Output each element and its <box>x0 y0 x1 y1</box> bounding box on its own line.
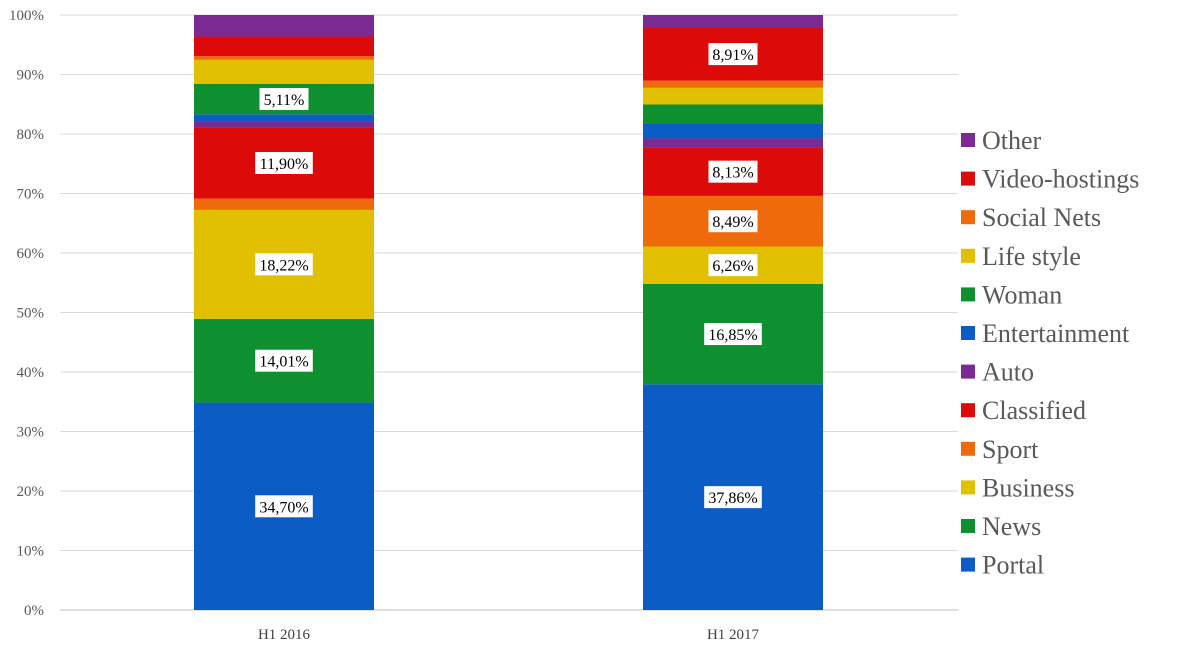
data-label-bg <box>259 88 309 111</box>
data-label: 14,01% <box>259 354 308 371</box>
data-label-bg <box>708 160 758 183</box>
x-tick-label: H1 2016 <box>258 627 311 643</box>
bar-segment <box>643 123 823 139</box>
data-label-bg <box>704 486 762 509</box>
data-label-bg <box>708 210 758 233</box>
y-tick-label: 100% <box>9 8 44 24</box>
legend-label: Social Nets <box>982 203 1101 232</box>
y-tick-label: 30% <box>17 425 45 441</box>
legend-swatch <box>961 441 975 456</box>
y-axis-ticks: 0% 10% 20% 30% 40% 50% 60% 70% 80% 90% 100% <box>9 8 44 619</box>
bar-segment <box>643 104 823 124</box>
bar-segment <box>643 87 823 105</box>
legend-label: Life style <box>982 242 1081 271</box>
data-label-bg <box>708 254 758 277</box>
data-label: 34,70% <box>259 499 308 516</box>
y-tick-label: 60% <box>17 246 45 262</box>
data-label-bg <box>708 43 758 66</box>
legend-swatch <box>961 480 975 495</box>
legend-label: News <box>982 512 1041 541</box>
y-tick-label: 10% <box>17 544 45 560</box>
legend-label: Portal <box>982 551 1044 580</box>
y-tick-label: 20% <box>17 484 45 500</box>
legend-label: Classified <box>982 396 1086 425</box>
legend-swatch <box>961 210 975 225</box>
data-label: 8,49% <box>712 214 753 231</box>
data-label: 5,11% <box>264 92 305 109</box>
data-label: 16,85% <box>708 327 757 344</box>
data-label: 11,90% <box>260 156 309 173</box>
legend-swatch <box>961 403 975 418</box>
y-tick-label: 80% <box>17 127 45 143</box>
data-labels-layer: 34,70% 14,01% 18,22% 11,90% 5,11% 37,86% 16,85… <box>255 43 762 518</box>
bar-segment <box>194 121 374 128</box>
legend-swatch <box>961 557 975 572</box>
legend-label: Video-hostings <box>982 165 1139 194</box>
legend-label: Other <box>982 126 1042 155</box>
legend-swatch <box>961 364 975 379</box>
legend-swatch <box>961 171 975 186</box>
data-label: 18,22% <box>259 257 308 274</box>
legend-swatch <box>961 248 975 263</box>
data-label: 8,91% <box>712 47 753 64</box>
bar-segment <box>194 15 374 37</box>
data-label-bg <box>255 253 313 276</box>
y-tick-label: 90% <box>17 68 45 84</box>
x-axis-ticks: H1 2016 H1 2017 <box>258 627 760 643</box>
legend-swatch <box>961 133 975 147</box>
bar-segment <box>194 59 374 84</box>
legend-label: Business <box>982 473 1074 502</box>
data-label: 8,13% <box>712 165 753 182</box>
data-label-bg <box>255 495 313 518</box>
data-label-bg <box>255 349 313 372</box>
legend-swatch <box>961 287 975 302</box>
legend-swatch <box>961 326 975 340</box>
legend: Other Video-hostings Social Nets Life style… <box>961 126 1139 580</box>
bar-segment <box>194 56 374 60</box>
data-label-bg <box>704 323 762 346</box>
bar-segment <box>643 138 823 148</box>
bar-segment <box>643 15 823 28</box>
y-tick-label: 0% <box>24 603 44 619</box>
bar-segment <box>194 114 374 122</box>
y-tick-label: 50% <box>17 306 45 322</box>
data-label: 6,26% <box>712 258 753 275</box>
legend-label: Sport <box>982 435 1039 464</box>
legend-label: Auto <box>982 358 1034 387</box>
legend-label: Entertainment <box>982 319 1130 348</box>
y-tick-label: 40% <box>17 365 45 381</box>
x-tick-label: H1 2017 <box>707 627 760 643</box>
bar-segment <box>643 80 823 88</box>
bar-segment <box>194 198 374 210</box>
legend-swatch <box>961 519 975 533</box>
y-tick-label: 70% <box>17 187 45 203</box>
data-label: 37,86% <box>708 490 757 507</box>
bar-segment <box>194 36 374 57</box>
legend-label: Woman <box>982 280 1062 309</box>
data-label-bg <box>255 152 313 175</box>
